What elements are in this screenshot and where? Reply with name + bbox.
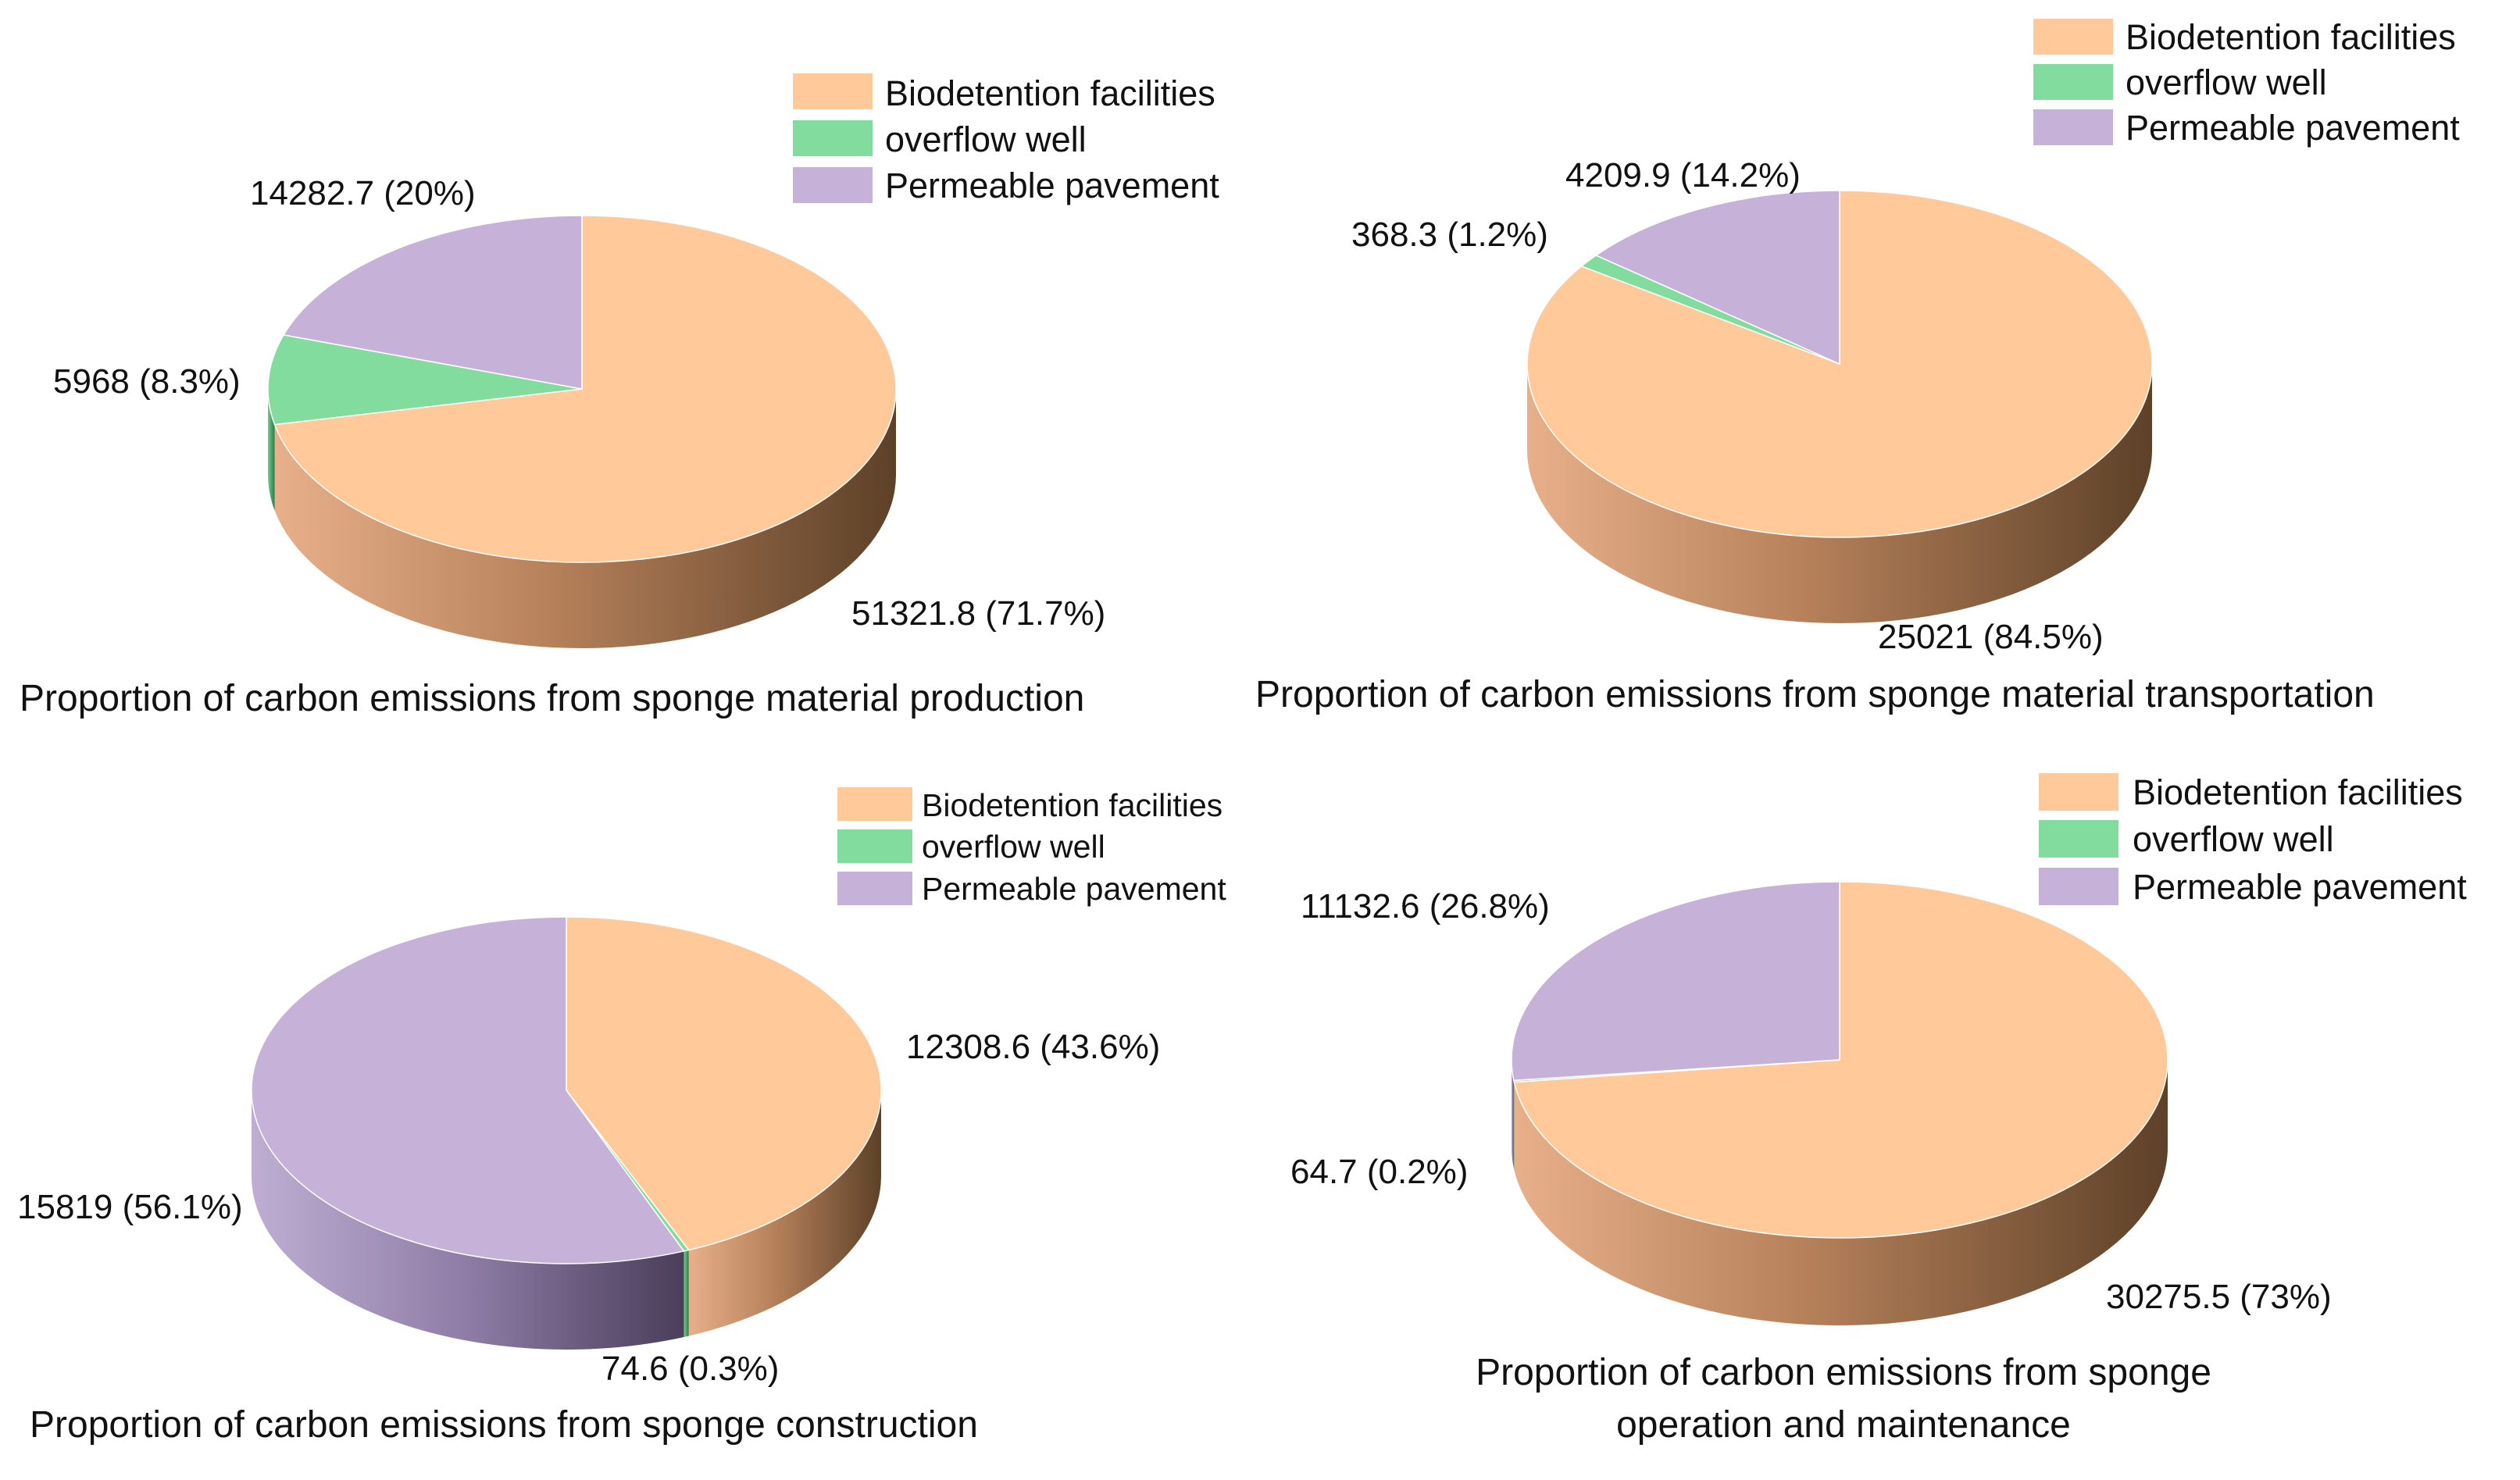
chart-4-title-line-1: Proportion of carbon emissions from spon…: [1476, 1352, 2211, 1393]
pie-2-label-overflow: 368.3 (1.2%): [1351, 216, 1548, 254]
legend-3-swatch-overflow: [837, 829, 912, 863]
pie-2-label-biodetention: 25021 (84.5%): [1878, 618, 2104, 656]
pie-4: [1511, 881, 2168, 1325]
pie-2-side-biodetention: [1527, 364, 2152, 623]
legend-4-swatch-permeable: [2039, 868, 2118, 905]
legend-4-swatch-overflow: [2039, 820, 2118, 858]
pie-3-slice-biodetention: [566, 916, 882, 1251]
pie-1-side-biodetention: [274, 389, 897, 649]
pie-1-slice-permeable: [282, 215, 583, 390]
pie-3-label-overflow: 74.6 (0.3%): [601, 1350, 779, 1388]
legend-4-label-permeable: Permeable pavement: [2133, 867, 2467, 907]
pie-3-label-biodetention: 12308.6 (43.6%): [906, 1028, 1160, 1066]
legend-2-label-overflow: overflow well: [2126, 62, 2327, 102]
legend-3-swatch-permeable: [837, 872, 912, 905]
chart-2-title: Proportion of carbon emissions from spon…: [1255, 674, 2375, 715]
legend-1: Biodetention facilities overflow well Pe…: [793, 73, 1219, 205]
legend-2-label-biodetention: Biodetention facilities: [2126, 17, 2456, 57]
pie-1-slice-overflow: [267, 333, 583, 426]
pie-3-side-overflow: [684, 1250, 689, 1337]
panel-3: Biodetention facilities overflow well Pe…: [17, 787, 1226, 1446]
legend-1-label-permeable: Permeable pavement: [885, 166, 1219, 205]
legend-2-swatch-permeable: [2033, 109, 2113, 145]
chart-4-title-line-2: operation and maintenance: [1616, 1404, 2071, 1446]
pie-1-label-biodetention: 51321.8 (71.7%): [851, 594, 1105, 633]
legend-1-label-biodetention: Biodetention facilities: [885, 73, 1215, 113]
legend-3-label-biodetention: Biodetention facilities: [922, 787, 1223, 823]
pie-3-slice-permeable: [251, 916, 685, 1264]
legend-1-swatch-permeable: [793, 167, 873, 203]
pie-3-side-biodetention: [688, 1090, 881, 1336]
pie-1: [267, 215, 897, 649]
pie-4-side-permeable: [1512, 1060, 1514, 1168]
pie-4-side-biodetention: [1514, 1060, 2168, 1325]
legend-3: Biodetention facilities overflow well Pe…: [837, 787, 1226, 907]
legend-2-swatch-overflow: [2033, 64, 2113, 100]
legend-2-swatch-biodetention: [2033, 19, 2113, 55]
pie-3-side-permeable: [252, 1090, 684, 1350]
pie-2: [1526, 190, 2153, 623]
legend-4-swatch-biodetention: [2039, 773, 2118, 811]
pie-4-label-biodetention: 30275.5 (73%): [2106, 1278, 2332, 1316]
pie-1-slice-biodetention: [273, 215, 897, 563]
pie-1-label-permeable: 14282.7 (20%): [250, 174, 476, 212]
legend-1-label-overflow: overflow well: [885, 119, 1087, 159]
chart-1-title: Proportion of carbon emissions from spon…: [20, 678, 1084, 719]
legend-4-label-biodetention: Biodetention facilities: [2133, 772, 2463, 812]
legend-3-swatch-biodetention: [837, 787, 912, 821]
pie-3-label-permeable: 15819 (56.1%): [17, 1188, 243, 1226]
legend-3-label-permeable: Permeable pavement: [922, 871, 1226, 907]
legend-3-label-overflow: overflow well: [922, 829, 1105, 865]
legend-4-label-overflow: overflow well: [2133, 819, 2334, 859]
panel-1: Biodetention facilities overflow well Pe…: [20, 73, 1219, 719]
panel-2: Biodetention facilities overflow well Pe…: [1255, 17, 2460, 715]
chart-3-title: Proportion of carbon emissions from spon…: [30, 1404, 978, 1446]
legend-4: Biodetention facilities overflow well Pe…: [2039, 772, 2467, 907]
pie-3: [251, 916, 882, 1350]
pie-1-side-overflow: [268, 389, 275, 511]
pie-4-label-overflow: 64.7 (0.2%): [1290, 1153, 1468, 1191]
legend-2-label-permeable: Permeable pavement: [2126, 108, 2460, 148]
pie-2-slice-permeable: [1594, 190, 1840, 366]
pie-2-label-permeable: 4209.9 (14.2%): [1565, 156, 1801, 194]
legend-1-swatch-overflow: [793, 120, 873, 156]
pie-4-label-permeable: 11132.6 (26.8%): [1301, 887, 1550, 925]
pie-1-label-overflow: 5968 (8.3%): [53, 362, 241, 401]
pie-4-slice-permeable: [1511, 881, 1840, 1082]
pie-4-slice-biodetention: [1513, 881, 2168, 1239]
legend-2: Biodetention facilities overflow well Pe…: [2033, 17, 2460, 148]
panel-4: Biodetention facilities overflow well Pe…: [1290, 772, 2467, 1446]
legend-1-swatch-biodetention: [793, 73, 873, 109]
